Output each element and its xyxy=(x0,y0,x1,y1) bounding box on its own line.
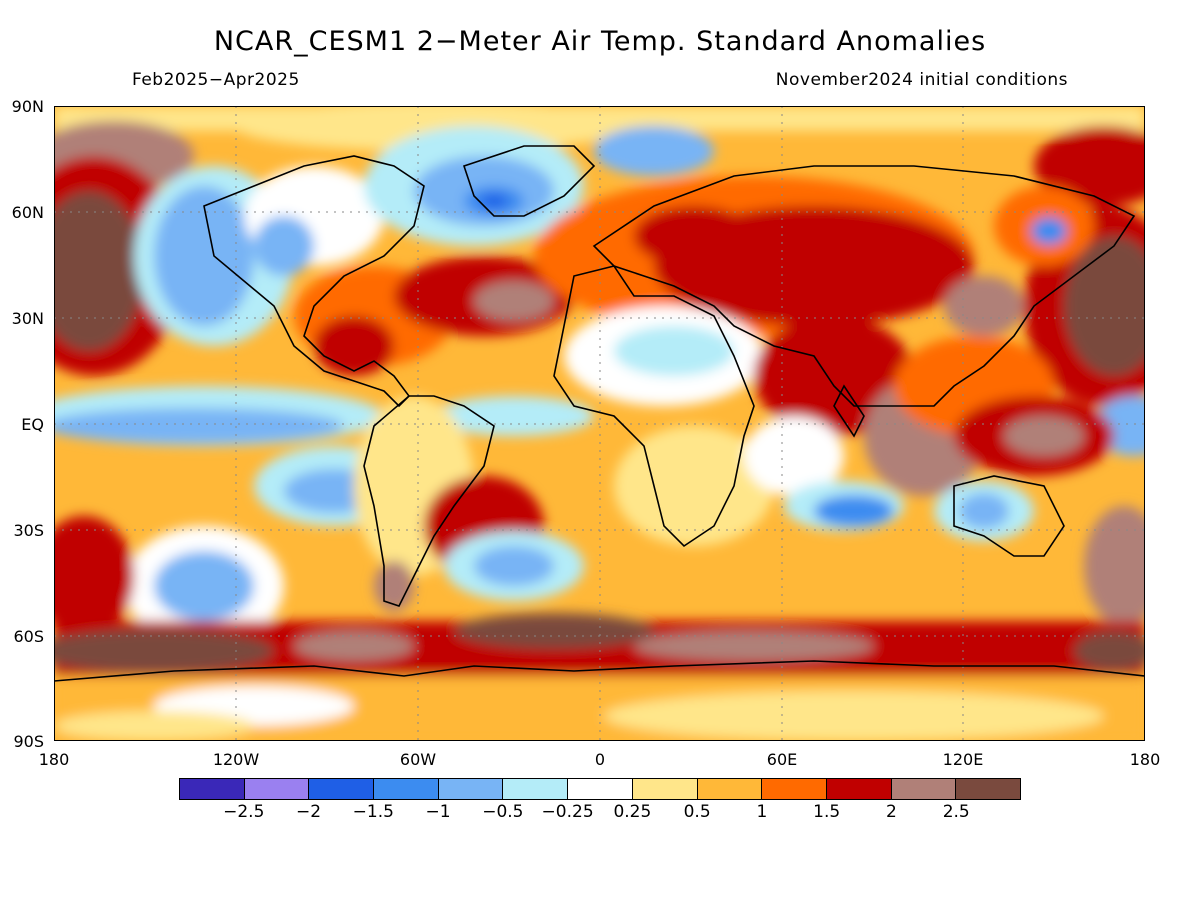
lat-tick-label: 30N xyxy=(11,309,44,328)
colorbar-segment xyxy=(180,779,245,799)
anomaly-fields xyxy=(54,106,1145,741)
colorbar-tick-label: −2.5 xyxy=(223,802,265,822)
lat-tick-label: 90S xyxy=(13,732,44,751)
colorbar-segment xyxy=(826,779,892,799)
lon-tick-label: 60E xyxy=(766,750,798,769)
colorbar-tick-label: −0.25 xyxy=(541,802,594,822)
lon-tick-label: 180 xyxy=(38,750,70,769)
chart-title: NCAR_CESM1 2−Meter Air Temp. Standard An… xyxy=(213,26,987,57)
lat-tick-label: 30S xyxy=(13,521,44,540)
lon-tick-label: 0 xyxy=(594,750,606,769)
lat-tick-label: 90N xyxy=(11,97,44,116)
colorbar xyxy=(179,778,1021,800)
map-frame xyxy=(54,106,1145,741)
lat-tick-label: 60S xyxy=(13,627,44,646)
colorbar-segment xyxy=(568,779,633,799)
colorbar-segment xyxy=(697,779,763,799)
lat-tick-label: EQ xyxy=(21,415,44,434)
colorbar-segment xyxy=(956,779,1020,799)
colorbar-tick-label: −0.5 xyxy=(482,802,524,822)
colorbar-segment xyxy=(438,779,504,799)
lon-tick-label: 180 xyxy=(1129,750,1161,769)
colorbar-tick-label: 0.25 xyxy=(613,802,652,822)
colorbar-tick-label: −2 xyxy=(296,802,322,822)
coastlines xyxy=(54,145,1145,682)
colorbar-tick-label: −1 xyxy=(425,802,451,822)
colorbar-tick-label: 1 xyxy=(756,802,768,822)
colorbar-tick-label: −1.5 xyxy=(352,802,394,822)
colorbar-segment xyxy=(244,779,310,799)
colorbar-segment xyxy=(891,779,957,799)
anomaly-map xyxy=(54,106,1145,741)
colorbar-segment xyxy=(374,779,439,799)
lat-tick-label: 60N xyxy=(11,203,44,222)
colorbar-segment xyxy=(762,779,827,799)
colorbar-segment xyxy=(632,779,698,799)
forecast-period: Feb2025−Apr2025 xyxy=(132,70,300,90)
lon-tick-label: 120E xyxy=(942,750,984,769)
colorbar-tick-label: 2 xyxy=(886,802,897,822)
colorbar-tick-label: 1.5 xyxy=(813,802,841,822)
colorbar-tick-label: 0.5 xyxy=(683,802,711,822)
colorbar-segment xyxy=(309,779,375,799)
colorbar-tick-label: 2.5 xyxy=(942,802,970,822)
map-gridlines xyxy=(54,106,1145,741)
lon-tick-label: 60W xyxy=(399,750,437,769)
colorbar-segment xyxy=(503,779,569,799)
lon-tick-label: 120W xyxy=(212,750,260,769)
initial-conditions: November2024 initial conditions xyxy=(775,70,1068,90)
